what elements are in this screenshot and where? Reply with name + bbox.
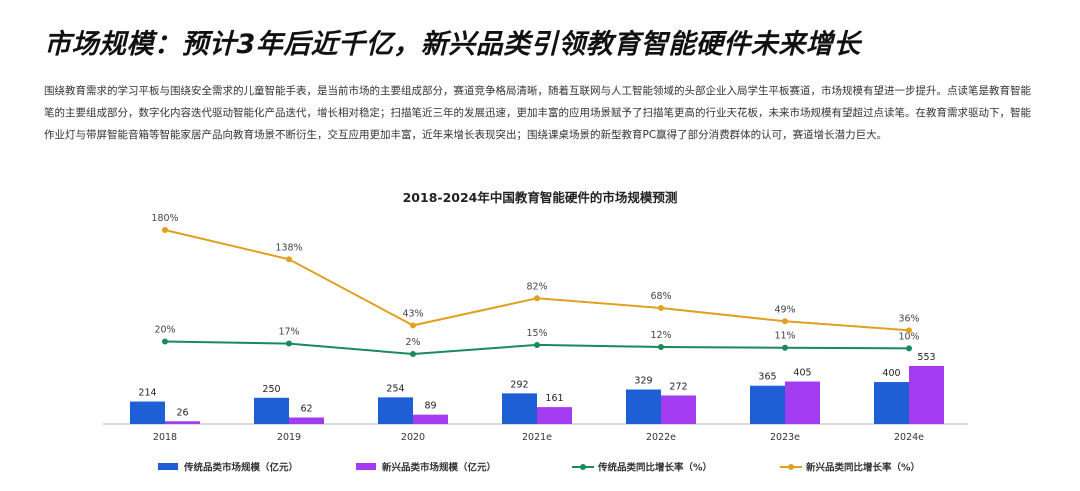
legend-marker-2 <box>580 464 586 470</box>
chart-title: 2018-2024年中国教育智能硬件的市场规模预测 <box>403 190 678 205</box>
bar-label-emerging-2021e: 161 <box>545 393 563 404</box>
bar-label-traditional-2023e: 365 <box>758 372 776 383</box>
point-label-emerging-2020: 43% <box>402 308 423 319</box>
x-tick-label-2022e: 2022e <box>646 432 676 443</box>
point-label-emerging-2024e: 36% <box>898 313 919 324</box>
bar-label-emerging-2024e: 553 <box>917 352 935 363</box>
x-tick-label-2021e: 2021e <box>522 432 552 443</box>
bar-traditional-2021e <box>502 393 537 424</box>
bar-label-emerging-2018: 26 <box>176 407 188 418</box>
bar-label-traditional-2022e: 329 <box>634 375 652 386</box>
bar-traditional-2018 <box>130 401 165 424</box>
point-emerging-2019 <box>286 256 292 263</box>
bar-label-traditional-2018: 214 <box>138 388 156 399</box>
point-traditional-2020 <box>410 351 416 357</box>
bar-traditional-2022e <box>626 389 661 424</box>
bar-emerging-2023e <box>785 381 820 424</box>
point-label-traditional-2023e: 11% <box>774 331 795 342</box>
x-tick-label-2024e: 2024e <box>894 432 924 443</box>
legend-label-0: 传统品类市场规模（亿元） <box>183 462 298 474</box>
legend-label-1: 新兴品类市场规模（亿元） <box>382 462 496 474</box>
x-tick-label-2020: 2020 <box>401 432 425 443</box>
point-traditional-2023e <box>782 344 788 351</box>
bar-traditional-2024e <box>874 382 909 424</box>
x-tick-label-2019: 2019 <box>277 432 301 443</box>
bar-emerging-2022e <box>661 395 696 424</box>
bar-emerging-2020 <box>413 414 448 424</box>
point-label-traditional-2022e: 12% <box>650 330 671 341</box>
point-label-traditional-2018: 20% <box>154 324 175 335</box>
legend-swatch-1 <box>356 463 376 470</box>
point-traditional-2018 <box>162 338 168 345</box>
bar-emerging-2021e <box>537 407 572 424</box>
bar-label-traditional-2024e: 400 <box>882 368 900 379</box>
point-label-emerging-2023e: 49% <box>774 304 795 315</box>
bar-emerging-2018 <box>165 421 200 424</box>
point-label-emerging-2018: 180% <box>151 213 178 224</box>
point-label-traditional-2021e: 15% <box>526 328 547 339</box>
legend-label-2: 传统品类同比增长率（%） <box>597 462 712 474</box>
point-traditional-2021e <box>534 341 540 348</box>
bar-traditional-2019 <box>254 397 289 424</box>
x-tick-label-2018: 2018 <box>153 432 177 443</box>
bar-label-emerging-2022e: 272 <box>669 381 687 392</box>
point-traditional-2022e <box>658 344 664 351</box>
point-label-emerging-2021e: 82% <box>526 281 547 292</box>
legend-marker-3 <box>788 464 794 470</box>
body-paragraph: 围绕教育需求的学习平板与围绕安全需求的儿童智能手表，是当前市场的主要组成部分，赛… <box>44 85 1031 141</box>
bar-label-traditional-2021e: 292 <box>510 379 528 390</box>
point-traditional-2019 <box>286 340 292 347</box>
bar-traditional-2020 <box>378 397 413 424</box>
point-emerging-2021e <box>534 295 540 302</box>
bar-label-traditional-2020: 254 <box>386 383 404 394</box>
bar-label-emerging-2019: 62 <box>300 403 312 414</box>
point-label-emerging-2022e: 68% <box>650 291 671 302</box>
x-tick-label-2023e: 2023e <box>770 432 800 443</box>
point-label-traditional-2020: 2% <box>405 337 420 348</box>
bar-emerging-2024e <box>909 366 944 424</box>
point-emerging-2022e <box>658 305 664 312</box>
point-label-traditional-2024e: 10% <box>898 331 919 342</box>
legend-label-3: 新兴品类同比增长率（%） <box>806 462 920 474</box>
bar-emerging-2019 <box>289 417 324 424</box>
point-emerging-2023e <box>782 318 788 325</box>
point-label-emerging-2019: 138% <box>275 242 302 253</box>
point-emerging-2018 <box>162 227 168 233</box>
bar-label-emerging-2023e: 405 <box>793 368 811 379</box>
bar-traditional-2023e <box>750 385 785 424</box>
point-label-traditional-2019: 17% <box>278 327 299 338</box>
bar-label-emerging-2020: 89 <box>424 401 436 412</box>
bar-label-traditional-2019: 250 <box>262 384 280 395</box>
point-emerging-2024e <box>906 327 912 334</box>
page-title: 市场规模：预计3年后近千亿，新兴品类引领教育智能硬件未来增长 <box>44 29 861 60</box>
point-traditional-2024e <box>906 345 912 352</box>
legend-swatch-0 <box>158 463 178 470</box>
point-emerging-2020 <box>410 322 416 329</box>
